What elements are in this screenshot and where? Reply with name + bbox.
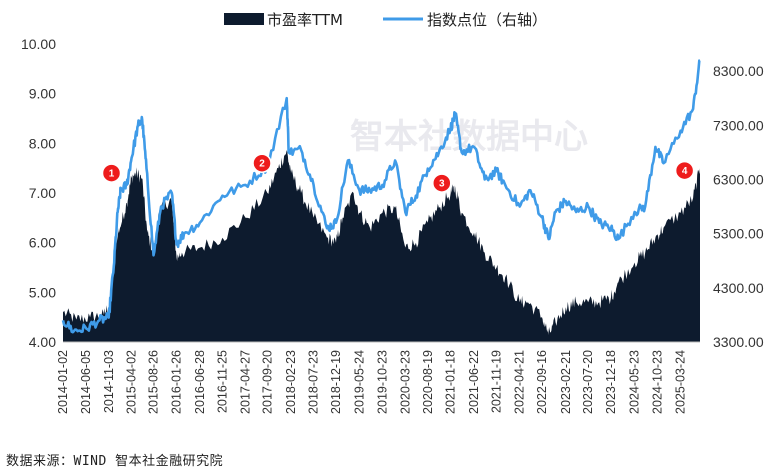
y-left-tick-label: 6.00 xyxy=(29,235,56,251)
event-markers: 1 2 3 4 xyxy=(101,153,695,193)
x-tick-label: 2018-02-23 xyxy=(284,350,298,414)
y-axis-left: 4.00 5.00 6.00 7.00 8.00 9.00 10.00 xyxy=(21,36,56,350)
x-tick-label: 2014-11-03 xyxy=(102,350,116,413)
index-line xyxy=(61,59,701,334)
y-left-tick-label: 7.00 xyxy=(29,185,56,201)
y-left-tick-label: 10.00 xyxy=(21,36,56,52)
x-tick-label: 2016-11-25 xyxy=(215,350,229,413)
x-tick-label: 2024-05-23 xyxy=(628,350,642,414)
pe-area-series xyxy=(63,150,700,342)
legend-swatch-pe xyxy=(224,13,264,25)
event-marker-3 xyxy=(432,173,452,193)
event-marker-label: 3 xyxy=(439,179,445,190)
y-axis-right: 3300.00 4300.00 5300.00 6300.00 7300.00 8300.… xyxy=(713,63,764,350)
x-tick-label: 2024-10-23 xyxy=(651,350,665,414)
y-right-tick-label: 5300.00 xyxy=(713,226,764,242)
x-tick-label: 2014-01-02 xyxy=(56,350,70,414)
y-left-tick-label: 8.00 xyxy=(29,135,56,151)
x-tick-label: 2020-08-19 xyxy=(421,350,435,414)
x-tick-label: 2017-09-20 xyxy=(260,350,274,414)
event-marker-label: 1 xyxy=(109,169,115,180)
y-right-tick-label: 3300.00 xyxy=(713,334,764,350)
x-tick-label: 2022-09-16 xyxy=(535,350,549,414)
x-tick-label: 2015-08-26 xyxy=(147,350,161,414)
x-tick-label: 2018-07-23 xyxy=(307,350,321,414)
x-tick-label: 2023-12-18 xyxy=(604,350,618,414)
y-right-tick-label: 7300.00 xyxy=(713,117,764,133)
x-tick-label: 2021-01-18 xyxy=(444,350,458,414)
legend-label-pe: 市盈率TTM xyxy=(267,11,343,29)
x-tick-label: 2017-04-27 xyxy=(239,350,253,414)
x-tick-label: 2014-06-05 xyxy=(79,350,93,414)
x-tick-label: 2015-04-02 xyxy=(125,350,139,414)
x-tick-label: 2023-02-21 xyxy=(559,350,573,414)
x-tick-label: 2023-07-20 xyxy=(581,350,595,414)
legend: 市盈率TTM 指数点位（右轴） xyxy=(224,11,547,29)
x-tick-label: 2021-11-19 xyxy=(490,350,504,413)
event-marker-label: 4 xyxy=(682,166,688,177)
event-marker-4 xyxy=(674,160,695,181)
y-right-tick-label: 6300.00 xyxy=(713,171,764,187)
y-right-tick-label: 4300.00 xyxy=(713,280,764,296)
x-tick-label: 2020-03-23 xyxy=(398,350,412,414)
event-marker-2 xyxy=(252,153,272,173)
index-line-series xyxy=(61,59,701,334)
x-tick-label: 2019-05-24 xyxy=(353,350,367,414)
x-tick-label: 2016-06-28 xyxy=(193,350,207,414)
x-tick-label: 2018-12-19 xyxy=(329,350,343,414)
x-tick-label: 2016-01-26 xyxy=(170,350,184,414)
event-marker-1 xyxy=(101,163,122,183)
event-marker-label: 2 xyxy=(259,159,265,170)
y-left-tick-label: 4.00 xyxy=(29,334,56,350)
x-tick-label: 2019-10-23 xyxy=(375,350,389,414)
y-right-tick-label: 8300.00 xyxy=(713,63,764,79)
x-axis: 2014-01-02 2014-06-05 2014-11-03 2015-04-02… xyxy=(56,341,700,414)
x-tick-label: 2025-03-24 xyxy=(674,350,688,414)
source-note: 数据来源：WIND 智本社金融研究院 xyxy=(6,454,224,469)
x-tick-label: 2022-04-21 xyxy=(513,350,527,414)
y-left-tick-label: 9.00 xyxy=(29,86,56,102)
pe-area xyxy=(63,150,700,342)
legend-label-index: 指数点位（右轴） xyxy=(427,11,547,29)
y-left-tick-label: 5.00 xyxy=(29,284,56,300)
x-tick-label: 2021-06-22 xyxy=(467,350,481,414)
